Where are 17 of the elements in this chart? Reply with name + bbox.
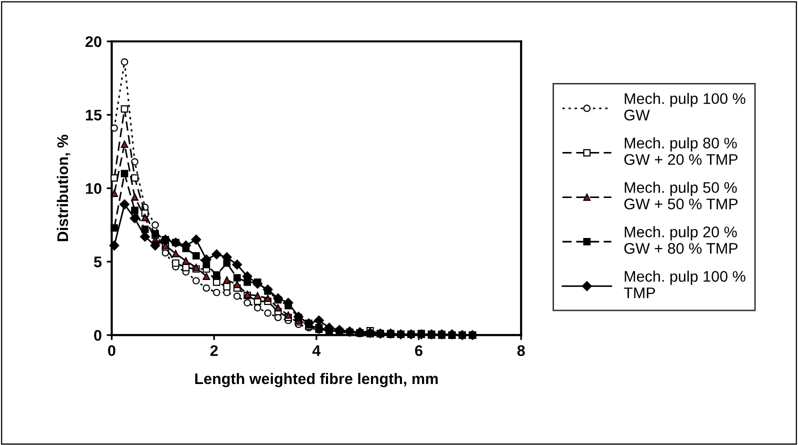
y-tick-label: 20 [86,36,102,48]
y-tick-label: 15 [86,110,102,120]
x-axis-title: Length weighted fibre length, mm [195,372,438,388]
x-tick-label: 8 [517,345,525,356]
legend-label: Mech. pulp 100 % GW [624,92,746,120]
y-tick-label: 10 [86,183,102,194]
y-tick-label: 5 [94,256,102,268]
y-axis-title: Distribution, % [56,134,70,242]
x-tick-label: 2 [210,345,218,356]
x-tick-label: 0 [108,345,116,356]
legend-label: Mech. pulp 80 % GW + 20 % TMP [624,137,738,165]
y-tick-label: 0 [94,330,102,341]
legend-label: Mech. pulp 50 % GW + 50 % TMP [624,182,738,210]
legend-label: Mech. pulp 20 % GW + 80 % TMP [624,226,738,254]
legend-label: Mech. pulp 100 % TMP [624,270,746,298]
x-tick-label: 4 [312,345,321,356]
x-tick-label: 6 [415,345,422,356]
